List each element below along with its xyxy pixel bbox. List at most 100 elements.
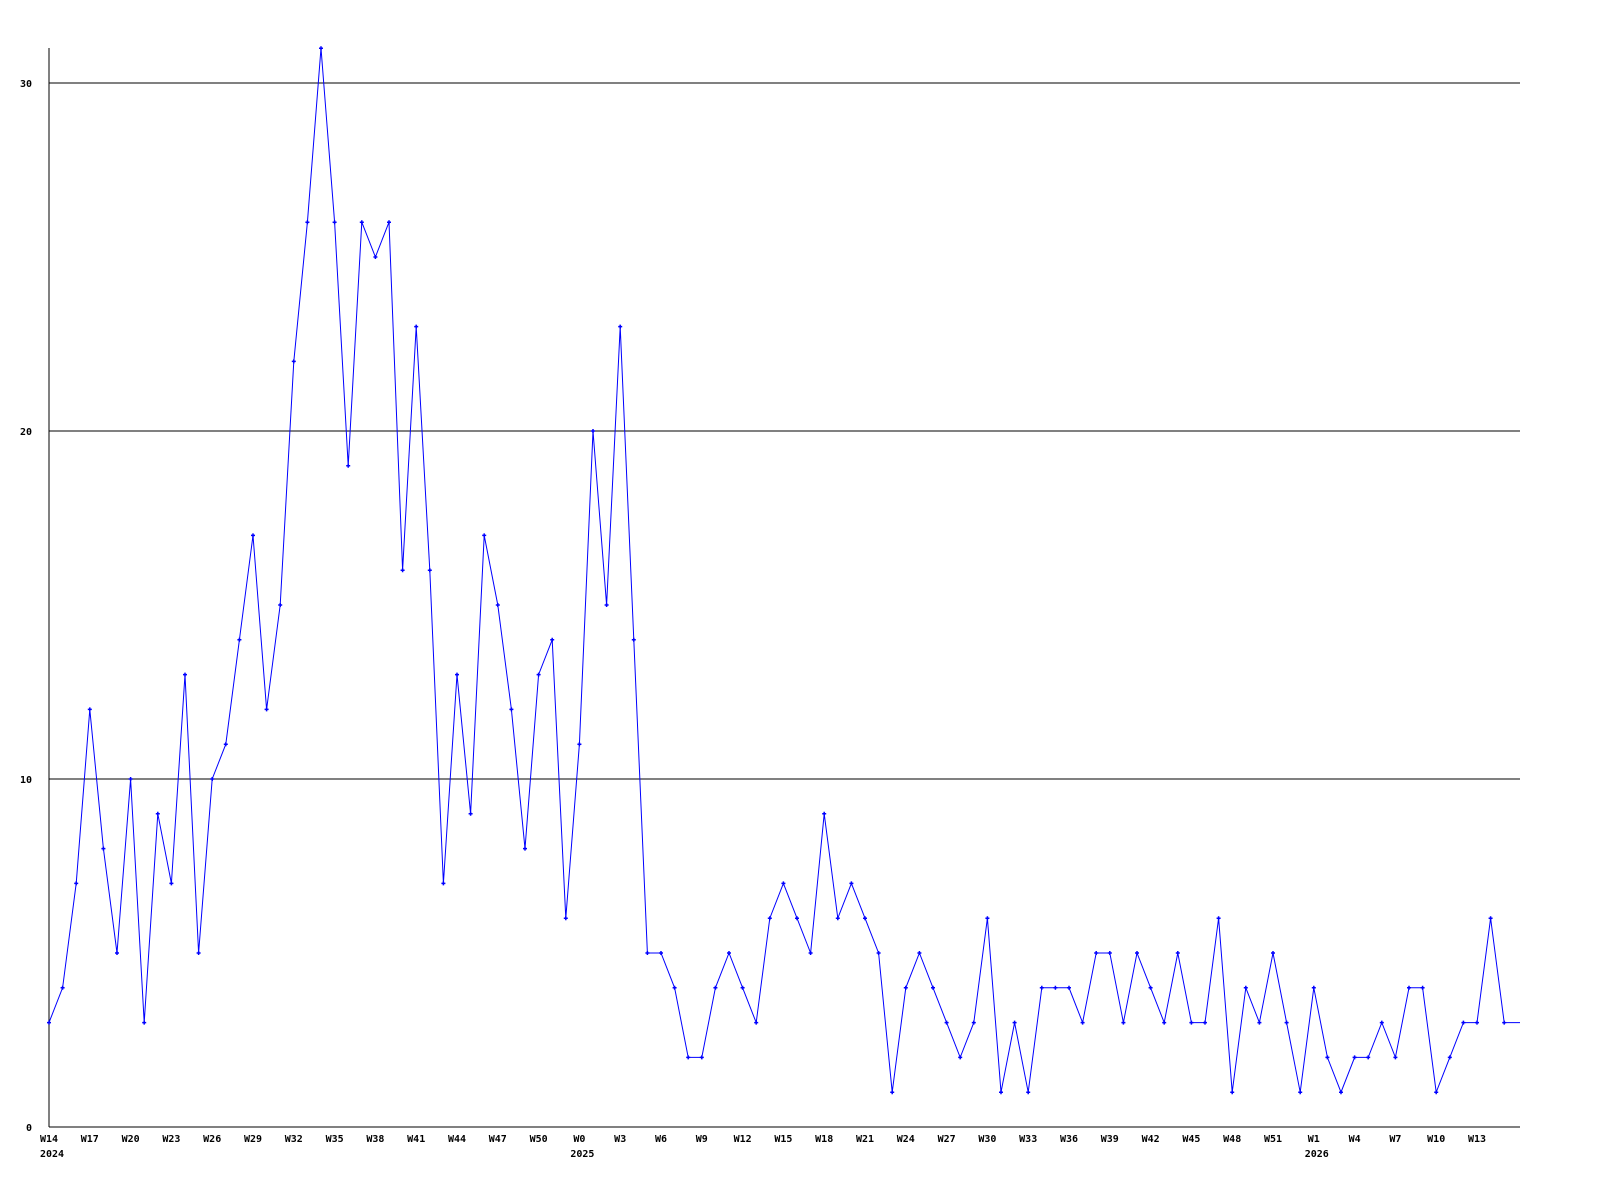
data-point (631, 637, 636, 642)
data-point (659, 951, 663, 955)
data-point (917, 951, 922, 955)
x-tick-label: W48 (1223, 1134, 1241, 1145)
x-tick-label: W7 (1389, 1134, 1401, 1145)
data-point (264, 707, 269, 712)
data-point (115, 951, 119, 955)
data-point (1053, 985, 1058, 990)
x-tick-label: W15 (774, 1134, 792, 1145)
data-point (781, 881, 786, 886)
x-tick-label: W18 (815, 1134, 833, 1145)
x-tick-label: W12 (734, 1134, 752, 1145)
data-point (835, 916, 840, 921)
data-point (305, 220, 310, 225)
year-label: 2025 (570, 1149, 594, 1160)
x-tick-label: W9 (696, 1134, 708, 1145)
data-point (509, 707, 514, 712)
data-point (183, 672, 187, 677)
x-tick-label: W29 (244, 1134, 262, 1145)
gridlines (49, 82, 1520, 780)
data-point (101, 846, 106, 851)
data-point (1039, 985, 1044, 990)
data-point (645, 951, 650, 955)
data-point (890, 1090, 895, 1095)
data-point (346, 463, 351, 468)
x-tick-label: W35 (326, 1134, 344, 1145)
data-point (1257, 1020, 1262, 1025)
data-point (455, 672, 459, 677)
x-tick-label: W42 (1142, 1134, 1160, 1145)
x-tick-label: W33 (1019, 1134, 1037, 1145)
data-point (767, 916, 772, 921)
x-tick-label: W44 (448, 1134, 466, 1145)
x-tick-label: W45 (1182, 1134, 1200, 1145)
data-point (1488, 916, 1493, 921)
axes (48, 48, 1520, 1128)
year-label: 2026 (1305, 1149, 1329, 1160)
data-point (1216, 916, 1221, 921)
x-tick-label: W38 (366, 1134, 384, 1145)
data-point (1243, 985, 1248, 990)
data-point (1080, 1020, 1085, 1025)
data-point (699, 1055, 704, 1060)
y-tick-label: 20 (20, 427, 32, 438)
x-tick-label: W24 (897, 1134, 915, 1145)
data-point (795, 916, 799, 921)
data-point (60, 985, 65, 990)
x-tick-label: W26 (203, 1134, 221, 1145)
data-point (1475, 1020, 1479, 1025)
data-point (550, 637, 555, 642)
data-point (754, 1020, 759, 1025)
x-tick-label: W32 (285, 1134, 303, 1145)
data-point (1107, 951, 1112, 955)
data-point (563, 916, 568, 921)
data-point (427, 568, 432, 573)
data-point (604, 603, 609, 607)
data-point (931, 985, 935, 990)
y-tick-label: 30 (20, 79, 32, 90)
data-point (1461, 1020, 1466, 1025)
data-point (1379, 1020, 1384, 1025)
data-point (74, 881, 79, 886)
data-point (686, 1055, 691, 1060)
data-point (713, 985, 718, 990)
data-point (210, 777, 215, 781)
data-point (727, 951, 731, 955)
data-point (1434, 1090, 1439, 1095)
data-point (128, 777, 133, 781)
data-point (223, 742, 228, 747)
data-point (985, 916, 990, 921)
x-tick-label: W30 (978, 1134, 996, 1145)
data-point (863, 916, 867, 921)
x-tick-label: W20 (122, 1134, 140, 1145)
data-point (155, 811, 160, 816)
y-tick-label: 0 (26, 1123, 32, 1134)
data-point (237, 637, 242, 642)
data-point (414, 324, 419, 329)
y-tick-label: 10 (20, 775, 32, 786)
data-point (373, 255, 378, 259)
data-point (740, 985, 745, 990)
data-point (876, 951, 881, 955)
data-point (591, 429, 595, 433)
data-point (1339, 1090, 1343, 1095)
data-point (400, 568, 405, 573)
data-point (196, 951, 201, 955)
data-point (944, 1020, 949, 1025)
x-tick-label: W4 (1349, 1134, 1361, 1145)
data-point (1148, 985, 1153, 990)
data-point (1393, 1055, 1398, 1060)
x-tick-label: W10 (1427, 1134, 1445, 1145)
data-point (1012, 1020, 1017, 1025)
data-point (468, 811, 473, 816)
x-tick-label: W27 (938, 1134, 956, 1145)
data-point (1447, 1055, 1452, 1060)
x-tick-label: W50 (530, 1134, 548, 1145)
data-point (47, 1020, 51, 1025)
data-point (577, 742, 582, 747)
data-point (169, 881, 174, 886)
y-tick-labels: 0 10 20 30 (20, 79, 32, 1134)
x-tick-label: W23 (162, 1134, 180, 1145)
data-point (672, 985, 677, 990)
data-point (822, 811, 827, 816)
